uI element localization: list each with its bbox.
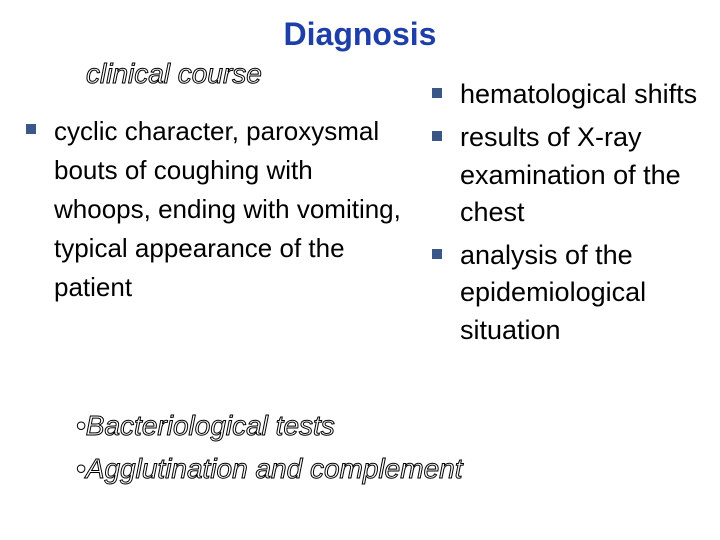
right-column: hematological shifts results of X-ray ex…	[432, 76, 702, 349]
list-item: results of X-ray examination of the ches…	[432, 119, 702, 231]
bullet-square-icon	[432, 131, 442, 141]
list-item-text: cyclic character, paroxysmal bouts of co…	[54, 112, 406, 307]
left-column: cyclic character, paroxysmal bouts of co…	[26, 112, 406, 307]
list-item-text: analysis of the epidemiological situatio…	[460, 237, 702, 349]
list-item-text: results of X-ray examination of the ches…	[460, 119, 702, 231]
list-item: hematological shifts	[432, 76, 702, 113]
bullet-square-icon	[432, 249, 442, 259]
list-item-text: •Agglutination and complement	[76, 447, 463, 490]
slide-title: Diagnosis	[0, 16, 720, 53]
subheading-clinical-course: clinical course	[86, 58, 262, 90]
bottom-list: •Bacteriological tests •Agglutination an…	[76, 404, 463, 491]
list-item: analysis of the epidemiological situatio…	[432, 237, 702, 349]
list-item-text: •Bacteriological tests	[76, 404, 463, 447]
list-item-text: hematological shifts	[460, 76, 697, 113]
bullet-square-icon	[26, 124, 36, 134]
slide: Diagnosis clinical course cyclic charact…	[0, 0, 720, 540]
bullet-square-icon	[432, 88, 442, 98]
list-item: cyclic character, paroxysmal bouts of co…	[26, 112, 406, 307]
